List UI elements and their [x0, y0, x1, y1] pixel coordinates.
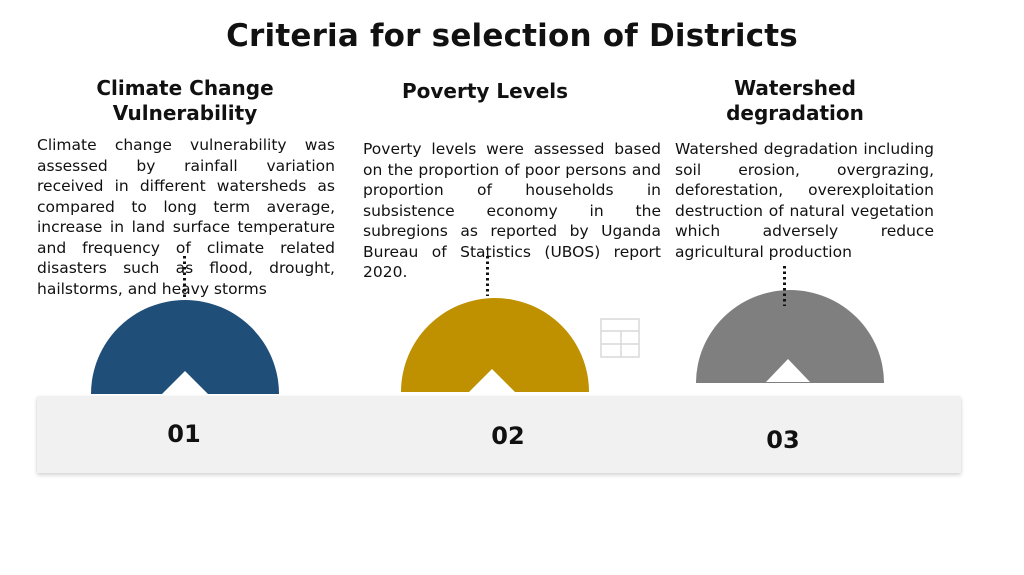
criterion-description-poverty: Poverty levels were assessed based on th… [363, 140, 661, 281]
criterion-number-02: 02 [491, 422, 525, 450]
criterion-heading-poverty: Poverty Levels [401, 79, 569, 103]
pointer-triangle-icon [469, 369, 515, 392]
semicircle-watershed [696, 290, 884, 384]
dotted-connector-poverty [486, 256, 489, 296]
semicircle-poverty-shape [401, 298, 589, 392]
semicircle-climate-shape [91, 300, 279, 394]
semicircle-climate [91, 300, 279, 394]
criterion-description-climate: Climate change vulnerability was assesse… [37, 136, 335, 298]
faint-layout-icon [600, 318, 640, 358]
pointer-triangle-icon [162, 371, 208, 394]
criterion-number-03: 03 [766, 426, 800, 454]
criterion-number-01: 01 [167, 420, 201, 448]
numbers-band [37, 397, 961, 473]
pointer-triangle-icon [766, 359, 810, 382]
criterion-heading-climate: Climate Change Vulnerability [96, 76, 274, 125]
criterion-description-watershed: Watershed degradation including soil ero… [675, 140, 934, 261]
semicircle-poverty [401, 298, 589, 392]
criterion-heading-watershed: Watershed degradation [726, 76, 864, 125]
dotted-connector-climate [183, 256, 186, 300]
dotted-connector-watershed [783, 266, 786, 306]
semicircle-watershed-shape [696, 290, 884, 383]
page-title: Criteria for selection of Districts [226, 18, 798, 54]
